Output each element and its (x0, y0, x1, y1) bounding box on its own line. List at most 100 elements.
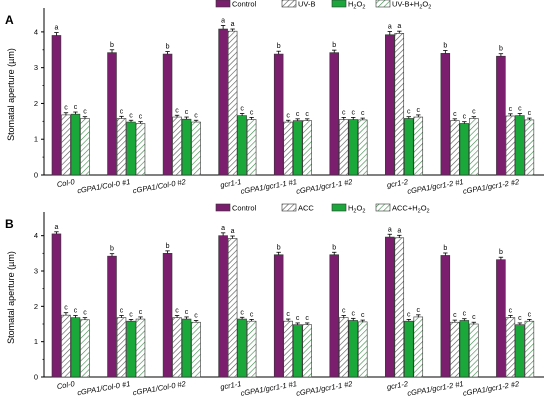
bar-hatch (283, 121, 293, 176)
y-axis-label: Stomatal aperture (µm) (6, 48, 16, 141)
significance-letter: c (139, 114, 143, 121)
significance-letter: a (388, 226, 392, 233)
bar-green (181, 118, 192, 176)
significance-letter: b (110, 246, 114, 253)
category-label: cGPA1/gcr1-2 #2 (462, 177, 520, 196)
significance-letter: c (240, 309, 244, 316)
significance-letter: b (499, 249, 503, 256)
significance-letter: c (250, 311, 254, 318)
y-tick-label: 3 (34, 267, 38, 276)
legend-swatch (375, 203, 391, 212)
legend-label: UV-B (298, 0, 316, 9)
significance-letter: c (240, 105, 244, 112)
bar-hatch (338, 119, 349, 176)
bar-hatch-green (80, 319, 90, 378)
significance-letter: c (305, 315, 309, 322)
y-tick-label: 0 (34, 171, 38, 180)
category-label: cGPA1/gcr1-2 #2 (462, 379, 520, 398)
y-tick-label: 2 (34, 302, 38, 311)
legend-item: UV-B+H2O2 (375, 0, 431, 11)
legend-swatch (375, 0, 391, 8)
significance-letter: c (286, 112, 290, 119)
significance-letter: a (221, 17, 225, 24)
significance-letter: c (528, 311, 532, 318)
significance-letter: b (277, 43, 281, 50)
significance-letter: c (175, 308, 179, 315)
bar-hatch (227, 238, 238, 378)
significance-letter: c (120, 308, 124, 315)
bar-purple (385, 236, 395, 378)
legend-label: UV-B+H2O2 (392, 0, 431, 11)
bar-hatch-green (357, 119, 368, 176)
bar-purple (440, 255, 451, 378)
y-axis-label: Stomatal aperture (µm) (6, 251, 16, 344)
significance-letter: a (221, 225, 225, 232)
y-tick-label: 1 (34, 337, 38, 346)
bar-hatch-green (191, 321, 201, 378)
significance-letter: c (463, 311, 467, 318)
bar-green (348, 320, 358, 378)
significance-letter: c (361, 312, 365, 319)
significance-letter: c (407, 109, 411, 116)
category-label: gcr1-1 (220, 177, 243, 190)
legend-item: UV-B (281, 0, 316, 9)
significance-letter: b (443, 245, 447, 252)
bar-green (404, 320, 414, 378)
bar-hatch (227, 30, 238, 176)
legend-swatch (215, 0, 231, 8)
significance-letter: c (518, 315, 522, 322)
significance-letter: c (139, 309, 143, 316)
category-label: Col-0 (56, 177, 76, 189)
legend-label: H2O2 (348, 0, 365, 11)
significance-letter: c (64, 105, 68, 112)
category-label: cGPA1/Col-0 #2 (132, 177, 187, 195)
significance-letter: c (463, 114, 467, 121)
legend-label: Control (232, 204, 257, 213)
significance-letter: a (54, 224, 58, 231)
significance-letter: a (54, 25, 58, 32)
legend-label: ACC (298, 204, 314, 213)
significance-letter: c (64, 305, 68, 312)
legend-item: ACC (281, 203, 314, 213)
bar-green (126, 320, 136, 378)
significance-letter: c (83, 109, 87, 116)
bar-hatch-green (302, 324, 312, 378)
significance-letter: b (332, 244, 336, 251)
bar-hatch-green (357, 321, 368, 378)
significance-letter: c (453, 312, 457, 319)
bar-purple (218, 235, 228, 378)
bar-purple (162, 53, 173, 176)
significance-letter: c (296, 315, 300, 322)
significance-letter: c (509, 106, 513, 113)
bar-purple (218, 28, 228, 176)
bar-hatch (61, 114, 71, 176)
significance-letter: c (351, 109, 355, 116)
significance-letter: c (472, 109, 476, 116)
significance-letter: c (417, 307, 421, 314)
category-label: gcr1-1 (220, 379, 243, 392)
bar-green (70, 317, 81, 378)
significance-letter: a (231, 228, 235, 235)
y-tick-label: 0 (34, 373, 38, 382)
bar-hatch-green (413, 116, 424, 176)
significance-letter: b (166, 44, 170, 51)
bar-purple (496, 55, 506, 176)
significance-letter: c (509, 308, 513, 315)
legend-swatch (331, 0, 347, 8)
significance-letter: c (361, 110, 365, 117)
bar-hatch (338, 317, 349, 378)
bar-hatch (116, 317, 127, 378)
significance-letter: c (296, 111, 300, 118)
bar-purple (329, 254, 339, 378)
legend-label: H2O2 (348, 204, 365, 215)
significance-letter: c (74, 104, 78, 111)
bar-hatch (505, 115, 516, 176)
significance-letter: c (129, 311, 133, 318)
panel-label: A (5, 13, 14, 27)
legend-item: Control (215, 0, 257, 9)
bar-hatch (61, 314, 71, 378)
legend-swatch (281, 203, 297, 212)
significance-letter: c (342, 308, 346, 315)
